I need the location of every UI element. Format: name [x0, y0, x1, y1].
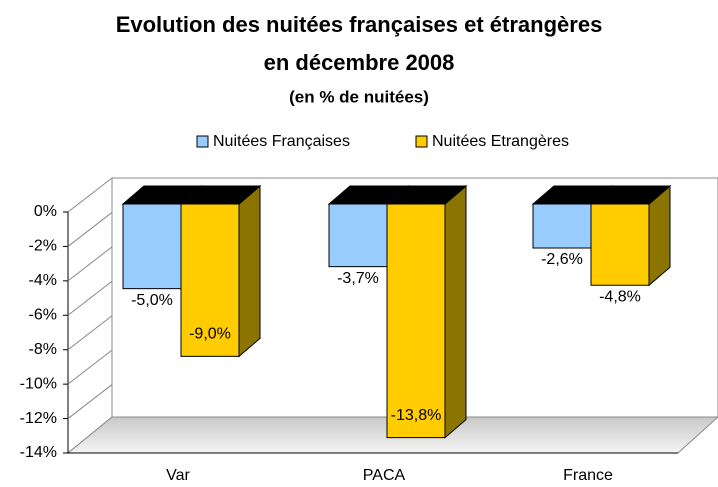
legend-label: Nuitées Etrangères	[432, 133, 569, 150]
value-label: -3,7%	[337, 270, 379, 287]
y-tick-label: -6%	[29, 307, 57, 324]
bar	[590, 203, 650, 286]
bar	[180, 203, 240, 357]
value-label: -9,0%	[189, 326, 231, 343]
bar	[328, 203, 388, 268]
x-tick-label: Var	[166, 467, 190, 482]
y-tick-label: -12%	[20, 410, 57, 427]
x-tick-label: PACA	[363, 467, 406, 482]
value-label: -13,8%	[391, 407, 442, 424]
y-tick-label: -2%	[29, 238, 57, 255]
grid-line	[67, 246, 113, 282]
grid-line	[67, 280, 113, 316]
y-tick-label: -4%	[29, 272, 57, 289]
legend-swatch	[415, 135, 428, 148]
left-wall	[67, 176, 113, 455]
grid-line	[67, 349, 113, 385]
bar-side	[444, 184, 467, 439]
y-tick-label: -8%	[29, 341, 57, 358]
legend-swatch	[196, 135, 209, 148]
unit-note: (en % de nuitées)	[289, 87, 429, 106]
value-label: -5,0%	[131, 292, 173, 309]
grid-line	[67, 315, 113, 351]
y-tick-label: -14%	[20, 444, 57, 461]
y-tick-label: -10%	[20, 375, 57, 392]
bar	[122, 203, 182, 290]
bar-side	[238, 184, 261, 358]
chart-subtitle: en décembre 2008	[264, 50, 455, 75]
x-tick-label: France	[563, 467, 613, 482]
value-label: -4,8%	[599, 288, 641, 305]
bar	[532, 203, 592, 249]
legend-label: Nuitées Françaises	[213, 133, 350, 150]
y-tick-label: 0%	[34, 203, 57, 220]
value-label: -2,6%	[541, 251, 583, 268]
chart-title: Evolution des nuitées françaises et étra…	[116, 12, 603, 37]
grid-line	[67, 384, 113, 419]
grid-line	[67, 212, 113, 247]
bar	[386, 203, 446, 439]
